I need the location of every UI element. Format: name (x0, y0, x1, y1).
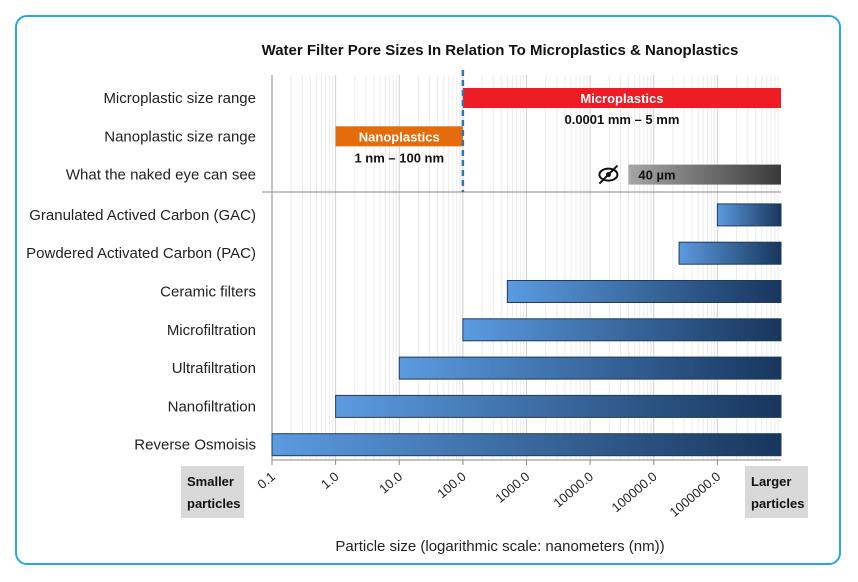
bars: Microplastics 0.0001 mm – 5 mm Nanoplastic… (271, 70, 782, 457)
x-axis-title: Particle size (logarithmic scale: nanome… (335, 538, 664, 555)
reference-bar-label: Nanoplastics (359, 129, 440, 144)
chart-title: Water Filter Pore Sizes In Relation To M… (262, 42, 739, 59)
smaller-particles-note-text: particles (187, 496, 240, 511)
x-tick-label: 100.0 (434, 469, 469, 501)
x-tick-label: 10000.0 (550, 469, 596, 511)
reference-range-label: 0.0001 mm – 5 mm (564, 112, 679, 127)
smaller-particles-note-box (181, 466, 244, 518)
reference-range-label: 1 nm – 100 nm (354, 150, 444, 165)
reference-bar (462, 88, 781, 108)
category-label: Microplastic size range (103, 90, 256, 107)
filter-bar (335, 394, 782, 418)
reference-bar-label: Microplastics (580, 91, 663, 106)
category-label: Nanofiltration (168, 398, 256, 415)
reference-bar (628, 164, 781, 185)
x-tick-labels: 0.1 1.0 10.0 100.0 1000.0 10000.0 100000.0 1000… (254, 469, 723, 520)
eye-outline (598, 167, 619, 182)
category-label: Ultrafiltration (172, 360, 256, 377)
filter-bar (506, 280, 782, 303)
category-label: Nanoplastic size range (104, 128, 256, 145)
x-tick-label: 1000000.0 (667, 469, 724, 520)
eye-slash (598, 164, 619, 185)
eye-slash-icon (598, 164, 619, 185)
x-tick-label: 10.0 (376, 469, 405, 497)
filter-bar (462, 318, 782, 342)
x-tick-label: 100000.0 (608, 469, 659, 515)
reference-bar-label: 40 µm (638, 168, 675, 183)
x-tick-label: 1000.0 (492, 469, 532, 506)
x-tick-label: 1.0 (318, 469, 341, 492)
category-label: Powdered Activated Carbon (PAC) (26, 245, 256, 262)
x-tick-label: 0.1 (254, 469, 277, 492)
category-labels: Microplastic size range Nanoplastic size … (26, 90, 256, 454)
category-label: Reverse Osmoisis (134, 437, 256, 454)
reference-bar (335, 126, 463, 147)
filter-bar (678, 241, 782, 265)
filter-bar (398, 356, 782, 380)
category-label: Ceramic filters (160, 284, 256, 301)
category-label: Microfiltration (167, 322, 256, 339)
smaller-particles-note-text: Smaller (187, 474, 234, 489)
larger-particles-note-box (745, 466, 808, 518)
larger-particles-note-text: Larger (751, 474, 791, 489)
filter-bar (716, 203, 782, 227)
category-label: What the naked eye can see (66, 167, 256, 184)
side-notes: Smaller particles Larger particles (181, 466, 808, 518)
filter-bar (271, 433, 782, 457)
larger-particles-note-text: particles (751, 496, 804, 511)
category-label: Granulated Actived Carbon (GAC) (29, 207, 256, 224)
